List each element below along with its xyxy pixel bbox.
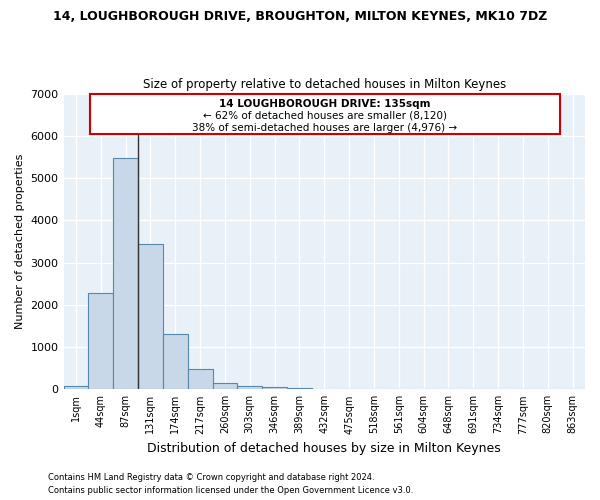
- Text: 38% of semi-detached houses are larger (4,976) →: 38% of semi-detached houses are larger (…: [193, 122, 457, 132]
- Bar: [287, 388, 312, 390]
- Bar: [89, 94, 560, 134]
- Bar: [163, 334, 188, 390]
- Bar: [138, 244, 163, 390]
- Bar: [212, 382, 238, 390]
- Bar: [113, 158, 138, 390]
- Title: Size of property relative to detached houses in Milton Keynes: Size of property relative to detached ho…: [143, 78, 506, 91]
- Bar: [188, 369, 212, 390]
- Y-axis label: Number of detached properties: Number of detached properties: [15, 154, 25, 329]
- Text: 14, LOUGHBOROUGH DRIVE, BROUGHTON, MILTON KEYNES, MK10 7DZ: 14, LOUGHBOROUGH DRIVE, BROUGHTON, MILTO…: [53, 10, 547, 23]
- Text: Contains HM Land Registry data © Crown copyright and database right 2024.
Contai: Contains HM Land Registry data © Crown c…: [48, 474, 413, 495]
- Bar: [64, 386, 88, 390]
- Text: ← 62% of detached houses are smaller (8,120): ← 62% of detached houses are smaller (8,…: [203, 110, 447, 120]
- Bar: [88, 293, 113, 390]
- Bar: [238, 386, 262, 390]
- Bar: [262, 387, 287, 390]
- X-axis label: Distribution of detached houses by size in Milton Keynes: Distribution of detached houses by size …: [148, 442, 501, 455]
- Text: 14 LOUGHBOROUGH DRIVE: 135sqm: 14 LOUGHBOROUGH DRIVE: 135sqm: [219, 98, 431, 108]
